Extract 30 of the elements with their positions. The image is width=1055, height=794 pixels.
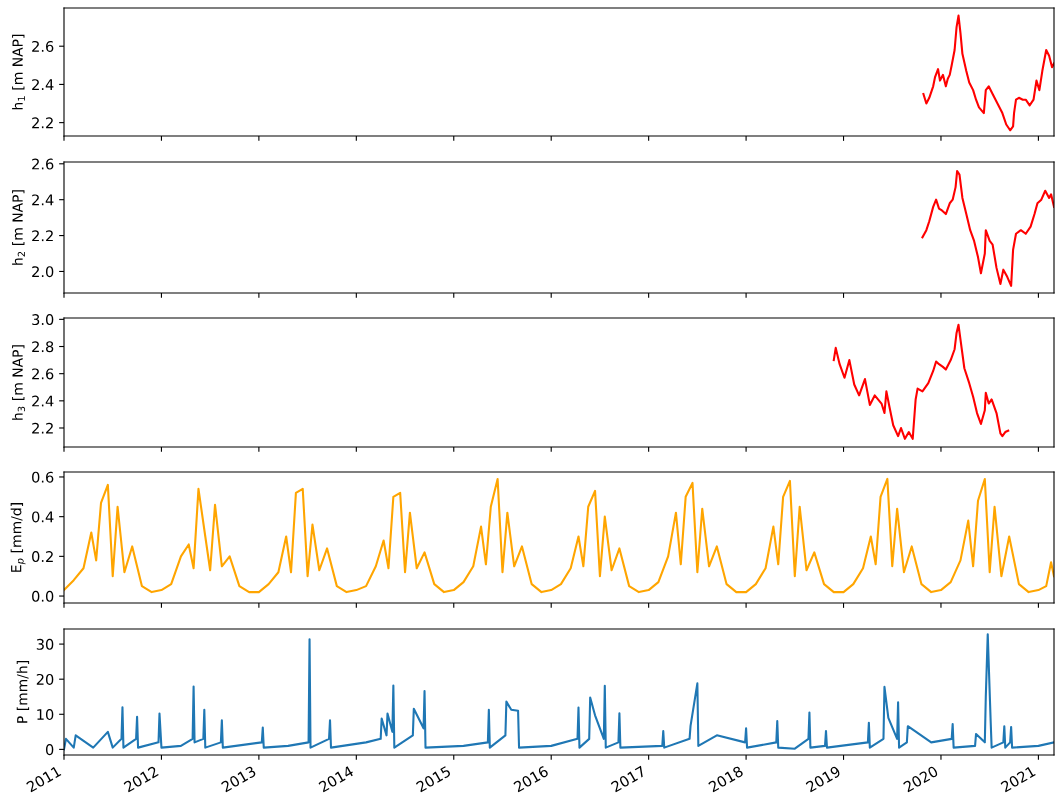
y-tick-label: 0 bbox=[45, 744, 54, 756]
y-axis-title: h$_{3}$ [m NAP] bbox=[12, 345, 26, 420]
y-tick-label: 2.4 bbox=[32, 194, 54, 206]
y-tick-label: 2.2 bbox=[32, 422, 53, 434]
y-tick-label: 30 bbox=[36, 638, 54, 650]
y-tick-label: 0.0 bbox=[32, 590, 54, 602]
y-tick-label: 0.4 bbox=[32, 511, 54, 523]
y-tick-label: 2.4 bbox=[32, 395, 54, 407]
y-tick-label: 10 bbox=[37, 709, 54, 721]
y-tick-label: 2.6 bbox=[32, 158, 54, 170]
line-series bbox=[921, 169, 1054, 287]
y-axis-title: h$_{2}$ [m NAP] bbox=[12, 190, 25, 265]
y-tick-label: 2.2 bbox=[32, 117, 53, 129]
y-tick-label: 2.4 bbox=[32, 79, 54, 90]
line-series bbox=[64, 633, 1054, 751]
y-tick-label: 0.6 bbox=[32, 471, 54, 483]
y-tick-label: 20 bbox=[36, 673, 54, 685]
y-axis-title: E$_{p}$ [mm/d] bbox=[10, 503, 26, 572]
y-tick-label: 2.2 bbox=[32, 230, 53, 242]
y-tick-label: 0.2 bbox=[32, 551, 53, 563]
y-tick-label: 2.6 bbox=[32, 40, 54, 52]
y-axis-title: P [mm/h] bbox=[16, 661, 30, 723]
y-tick-label: 2.8 bbox=[32, 341, 54, 353]
y-tick-label: 2.6 bbox=[32, 368, 54, 380]
line-series bbox=[832, 323, 1010, 440]
line-series bbox=[64, 477, 1054, 594]
y-axis-title: h$_{1}$ [m NAP] bbox=[12, 34, 25, 110]
y-tick-label: 3.0 bbox=[32, 314, 54, 326]
line-series bbox=[922, 14, 1054, 132]
y-tick-label: 2.0 bbox=[32, 266, 54, 278]
